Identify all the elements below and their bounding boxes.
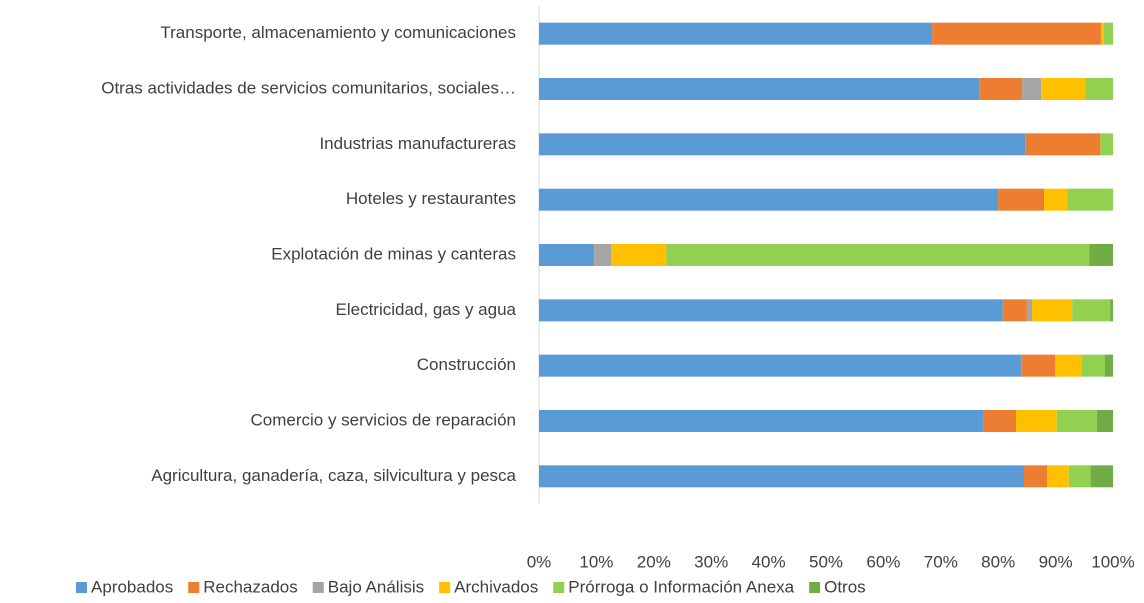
x-tick-label: 30% [694, 552, 728, 571]
bar-segment [979, 78, 1023, 100]
bar-segment [932, 22, 1101, 45]
x-tick-label: 0% [527, 552, 552, 571]
bar-segment [1100, 22, 1104, 45]
bar-segment [1082, 354, 1105, 377]
bar-segment [1044, 188, 1068, 211]
bar-segment [1068, 465, 1091, 488]
bar-segment [1015, 410, 1057, 432]
legend-label: Prórroga o Información Anexa [568, 577, 794, 596]
legend-swatch [188, 582, 200, 593]
bar-segment [1022, 78, 1042, 100]
y-tick-label: Hoteles y restaurantes [346, 189, 516, 208]
x-tick-label: 60% [866, 552, 900, 571]
y-tick-label: Comercio y servicios de reparación [251, 410, 517, 429]
legend-swatch [553, 582, 565, 593]
bar-segment [1055, 354, 1083, 377]
bar-segment [539, 354, 1022, 377]
bar-segment [1110, 299, 1113, 322]
bar-segment [1090, 465, 1113, 488]
bar-segment [1024, 465, 1047, 488]
bar-segment [539, 465, 1025, 488]
y-tick-label: Electricidad, gas y agua [336, 300, 517, 319]
bar-segment [1002, 299, 1027, 322]
y-tick-label: Transporte, almacenamiento y comunicacio… [160, 23, 516, 42]
x-tick-label: 20% [637, 552, 671, 571]
bar-segment [1103, 22, 1113, 45]
y-tick-label: Agricultura, ganadería, caza, silvicultu… [151, 466, 516, 485]
bar-segment [1067, 188, 1113, 211]
legend-label: Bajo Análisis [328, 577, 424, 596]
legend-swatch [439, 582, 451, 593]
bar-segment [1072, 299, 1111, 322]
y-tick-label: Construcción [417, 355, 516, 374]
y-tick-label: Otras actividades de servicios comunitar… [101, 78, 516, 97]
bar-segment [539, 188, 999, 211]
legend-label: Aprobados [91, 577, 173, 596]
legend-label: Archivados [454, 577, 538, 596]
bar-segment [1100, 133, 1113, 156]
bar-segment [539, 133, 1026, 156]
legend-label: Otros [824, 577, 866, 596]
x-tick-label: 80% [981, 552, 1015, 571]
y-tick-label: Explotación de minas y canteras [271, 244, 516, 263]
x-tick-label: 90% [1039, 552, 1073, 571]
bar-segment [539, 410, 984, 432]
bar-segment [1104, 354, 1113, 377]
bar-segment [1096, 410, 1113, 432]
bar-segment [983, 410, 1016, 432]
bar-segment [998, 188, 1045, 211]
bar-segment [1041, 78, 1086, 100]
legend-label: Rechazados [203, 577, 298, 596]
bar-segment [1032, 299, 1073, 322]
x-tick-label: 10% [579, 552, 613, 571]
bar-segment [1085, 78, 1113, 100]
x-tick-label: 50% [809, 552, 843, 571]
x-tick-label: 100% [1091, 552, 1134, 571]
y-tick-label: Industrias manufactureras [319, 134, 516, 153]
bar-segment [1089, 244, 1113, 266]
bar-segment [1046, 465, 1069, 488]
legend-swatch [76, 582, 87, 593]
bar-segment [1026, 299, 1033, 322]
bar-segment [539, 78, 980, 100]
bar-segment [539, 22, 933, 45]
bar-segment [539, 244, 595, 266]
bar-segment [539, 299, 1003, 322]
bar-segment [1056, 410, 1097, 432]
x-tick-label: 70% [924, 552, 958, 571]
legend-swatch [809, 582, 821, 593]
bar-segment [611, 244, 667, 266]
bar-segment [1021, 354, 1056, 377]
x-tick-label: 40% [752, 552, 786, 571]
bar-segment [666, 244, 1090, 266]
bar-segment [594, 244, 612, 266]
legend-swatch [312, 582, 324, 593]
bar-segment [1025, 133, 1101, 156]
